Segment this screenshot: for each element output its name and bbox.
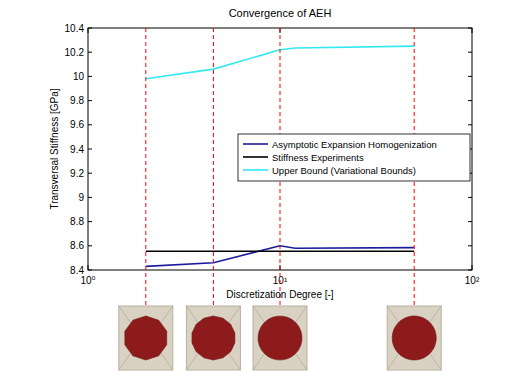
series-line [146, 250, 414, 252]
mesh-edge [161, 353, 173, 370]
y-tick-label: 10.2 [65, 47, 85, 58]
y-tick [88, 245, 92, 246]
fiber-section [125, 316, 167, 360]
mesh-edge [253, 306, 265, 323]
mesh-thumbnail [186, 306, 240, 370]
mesh-edge [387, 353, 399, 370]
fiber-section [392, 316, 436, 360]
y-tick [468, 221, 472, 222]
mesh-edge [186, 306, 198, 323]
mesh-thumbnail [253, 306, 307, 370]
mesh-edge [295, 353, 307, 370]
y-tick-label: 9.2 [70, 168, 84, 179]
mesh-background [119, 306, 173, 370]
y-tick-label: 9.4 [70, 144, 84, 155]
y-tick-label: 9.6 [70, 119, 84, 130]
mesh-edge [229, 353, 241, 370]
y-tick [468, 76, 472, 77]
title: Convergence of AEH [229, 7, 332, 19]
y-tick [468, 52, 472, 53]
fiber-section [258, 316, 302, 360]
y-tick-label: 8.4 [70, 265, 84, 276]
mesh-edge [119, 306, 131, 323]
mesh-edge [119, 353, 131, 370]
y-tick [88, 221, 92, 222]
y-tick [88, 124, 92, 125]
fiber-section [192, 316, 235, 360]
mesh-thumbnail [387, 306, 441, 370]
mesh-background [186, 306, 240, 370]
y-tick-label: 8.6 [70, 240, 84, 251]
legend-label: Stiffness Experiments [272, 152, 364, 163]
y-tick [88, 197, 92, 198]
y-tick [88, 76, 92, 77]
y-tick-label: 9.8 [70, 95, 84, 106]
mesh-edge [387, 306, 399, 323]
x-tick-label: 10² [465, 275, 480, 286]
legend-label: Asymptotic Expansion Homogenization [272, 139, 437, 150]
mesh-edge [430, 306, 442, 323]
x-tick-label: 10⁰ [80, 275, 95, 286]
y-tick [468, 197, 472, 198]
mesh-edge [430, 353, 442, 370]
y-tick [468, 124, 472, 125]
y-axis-label: Transversal Stiffness [GPa] [49, 88, 60, 209]
y-tick-label: 9 [78, 192, 84, 203]
mesh-edge [229, 306, 241, 323]
y-tick [88, 149, 92, 150]
mesh-edge [253, 353, 265, 370]
legend: Asymptotic Expansion Homogenization Stiff… [238, 134, 470, 181]
chart: 8.48.68.899.29.49.69.81010.210.410⁰10¹10… [0, 0, 523, 373]
mesh-thumbnail [119, 306, 173, 370]
mesh-edge [161, 306, 173, 323]
mesh-edge [186, 353, 198, 370]
mesh-background [387, 306, 441, 370]
y-tick-label: 10.4 [65, 23, 85, 34]
legend-swatch [243, 169, 268, 171]
legend-label: Upper Bound (Variational Bounds) [272, 165, 416, 176]
y-tick [468, 245, 472, 246]
mesh-edge [295, 306, 307, 323]
mesh-background [253, 306, 307, 370]
x-axis-label: Discretization Degree [-] [226, 289, 333, 300]
reference-line [213, 28, 214, 306]
y-tick [88, 173, 92, 174]
y-tick-label: 10 [73, 71, 85, 82]
y-tick [88, 52, 92, 53]
y-tick [88, 100, 92, 101]
y-tick [468, 100, 472, 101]
y-tick-label: 8.8 [70, 216, 84, 227]
legend-swatch [243, 143, 268, 145]
legend-box [238, 134, 470, 181]
reference-line [145, 28, 146, 306]
legend-swatch [243, 156, 268, 158]
